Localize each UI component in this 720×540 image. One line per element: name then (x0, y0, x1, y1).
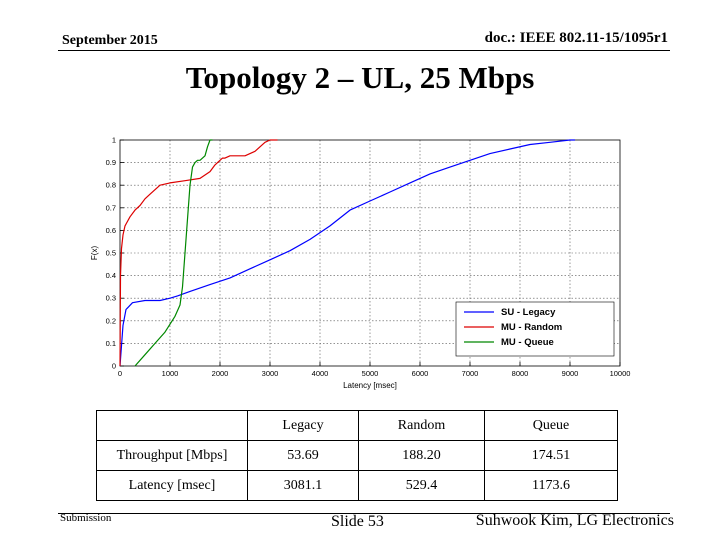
table-header-cell: Queue (484, 410, 618, 441)
table-cell: 529.4 (358, 470, 485, 501)
y-tick-label: 1 (112, 136, 116, 145)
y-tick-label: 0.4 (106, 271, 116, 280)
y-tick-label: 0.2 (106, 316, 116, 325)
x-tick-label: 5000 (362, 369, 379, 378)
x-tick-label: 9000 (562, 369, 579, 378)
footer-slide-number: Slide 53 (331, 513, 384, 530)
table-cell: 53.69 (247, 440, 359, 471)
row-label-throughput: Throughput [Mbps] (96, 440, 248, 471)
table-header-row: Legacy Random Queue (96, 410, 618, 441)
y-tick-label: 0.8 (106, 181, 116, 190)
x-tick-label: 4000 (312, 369, 329, 378)
y-tick-label: 0.9 (106, 158, 116, 167)
x-tick-label: 2000 (212, 369, 229, 378)
table-row: Throughput [Mbps] 53.69 188.20 174.51 (96, 440, 618, 471)
x-axis-label: Latency [msec] (343, 381, 397, 390)
series-line-su-legacy (119, 139, 575, 367)
table-cell: 3081.1 (247, 470, 359, 501)
table-header-cell (96, 410, 248, 441)
y-tick-label: 0.5 (106, 249, 116, 258)
footer-submission: Submission (60, 512, 112, 524)
table-cell: 1173.6 (484, 470, 618, 501)
series-line-mu-random (119, 139, 278, 367)
x-tick-label: 1000 (162, 369, 179, 378)
y-tick-label: 0 (112, 362, 116, 371)
legend-box (455, 301, 615, 357)
table-cell: 174.51 (484, 440, 618, 471)
chart-ticks: 0 1000 2000 3000 4000 5000 6000 7000 8000 9000 100… (106, 136, 631, 379)
x-tick-label: 10000 (610, 369, 631, 378)
y-tick-label: 0.7 (106, 203, 116, 212)
row-label-latency: Latency [msec] (96, 470, 248, 501)
y-tick-label: 0.6 (106, 226, 116, 235)
chart-series (119, 139, 575, 367)
table-cell: 188.20 (358, 440, 485, 471)
y-tick-label: 0.1 (106, 339, 116, 348)
header-doc-id: doc.: IEEE 802.11-15/1095r1 (484, 30, 668, 46)
chart-legend: SU - Legacy MU - Random MU - Queue (455, 301, 615, 357)
x-tick-label: 3000 (262, 369, 279, 378)
legend-label-mu-queue: MU - Queue (501, 337, 554, 348)
series-line-mu-queue (134, 139, 213, 367)
cdf-chart: 0 1000 2000 3000 4000 5000 6000 7000 8000 9000 100… (90, 136, 631, 391)
x-tick-label: 6000 (412, 369, 429, 378)
slide-title: Topology 2 – UL, 25 Mbps (185, 60, 535, 95)
y-tick-label: 0.3 (106, 294, 116, 303)
header-date: September 2015 (62, 33, 158, 48)
table-header-cell: Legacy (247, 410, 359, 441)
x-tick-label: 8000 (512, 369, 529, 378)
results-table: Legacy Random Queue Throughput [Mbps] 53… (96, 410, 618, 501)
table-header-cell: Random (358, 410, 485, 441)
footer-author: Suhwook Kim, LG Electronics (475, 512, 674, 529)
header-rule (58, 50, 670, 51)
legend-label-su-legacy: SU - Legacy (501, 307, 556, 318)
legend-label-mu-random: MU - Random (501, 322, 562, 333)
footer-rule (58, 513, 670, 514)
x-tick-label: 0 (118, 369, 122, 378)
table-row: Latency [msec] 3081.1 529.4 1173.6 (96, 470, 618, 501)
x-tick-label: 7000 (462, 369, 479, 378)
y-axis-label: F(x) (90, 246, 99, 261)
